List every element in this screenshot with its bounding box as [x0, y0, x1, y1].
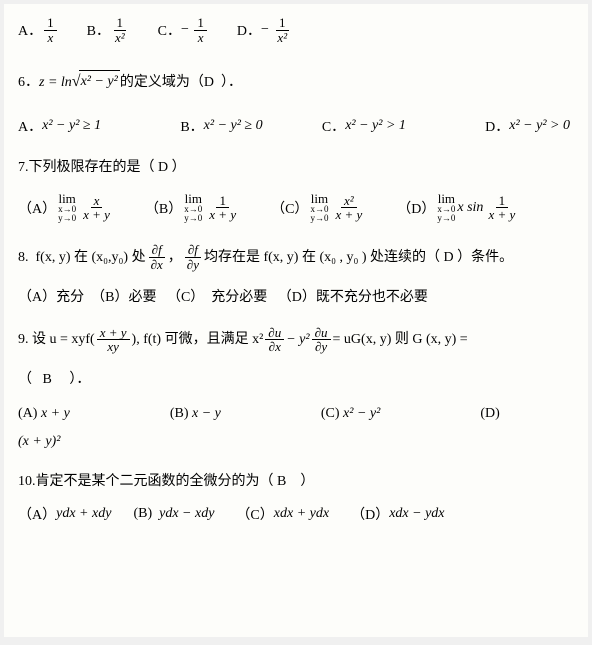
q6-suffix: 的定义域为（D ）． [120, 72, 242, 93]
q5-opt-c: C． − 1 x [158, 16, 209, 44]
q9-opt-d-expr: (x + y)² [18, 434, 574, 450]
opt-label: A． [18, 20, 42, 40]
q8: 8. f(x, y) 在 (x₀,y₀) 处 ∂f∂x ， ∂f∂y 均存在是 … [18, 243, 574, 305]
q9-opt-a: (A) x + y [18, 406, 70, 422]
q7-opt-b: （B） limx→0y→0 1x + y [145, 192, 241, 223]
q10: 10.肯定不是某个二元函数的全微分的为（ B ） （A）ydx + xdy (B… [18, 470, 574, 524]
q9-opt-b: (B) x − y [170, 406, 221, 422]
fraction: 1 x [194, 16, 207, 44]
q10-opt-c: （C）xdx + ydx [236, 504, 329, 524]
q5-opt-b: B． 1 x² [87, 16, 130, 44]
q5-options: A． 1 x B． 1 x² C． − 1 x D． − 1 x² [18, 16, 574, 44]
q9: 9. 设 u = xyf( x + yxy ), f(t) 可微，且满足 x² … [18, 326, 574, 450]
q9-opt-d: (D) [480, 406, 499, 422]
q10-opt-b: (B) ydx − xdy [133, 506, 214, 522]
opt-label: C． [158, 20, 181, 40]
q5-opt-d: D． − 1 x² [237, 16, 292, 44]
q8-options: （A）充分 （B）必要 （C） 充分必要 （D）既不充分也不必要 [18, 286, 574, 306]
q10-opt-d: （D）xdx − ydx [351, 504, 444, 524]
q9-blank: （ B ）． [18, 368, 574, 388]
q7-opt-a: （A） limx→0y→0 xx + y [18, 192, 115, 223]
fraction: 1 x [44, 16, 57, 44]
q5-opt-a: A． 1 x [18, 16, 59, 44]
q10-opt-a: （A）ydx + xdy [18, 504, 111, 524]
q6-opt-d: D． x² − y² > 0 [485, 116, 570, 136]
q9-opt-c: (C) x² − y² [321, 406, 380, 422]
q6-eq: z = ln [39, 72, 72, 93]
sqrt: √ x² − y² [72, 70, 120, 94]
fraction: 1 x² [112, 16, 128, 44]
q6-num: 6． [18, 72, 39, 93]
neg-sign: − [261, 22, 272, 38]
q7-opt-c: （C） limx→0y→0 x²x + y [271, 192, 367, 223]
q7: 7.下列极限存在的是（ D ） （A） limx→0y→0 xx + y （B）… [18, 156, 574, 223]
opt-label: D． [237, 20, 261, 40]
q10-text: 10.肯定不是某个二元函数的全微分的为（ B ） [18, 470, 574, 490]
q6-opt-a: A． x² − y² ≥ 1 [18, 116, 101, 136]
q7-text: 7.下列极限存在的是（ D ） [18, 156, 574, 176]
q7-opt-d: （D） limx→0y→0 x sin 1x + y [397, 192, 520, 223]
fraction: 1 x² [274, 16, 290, 44]
q6-opt-b: B． x² − y² ≥ 0 [180, 116, 262, 136]
q6: 6． z = ln √ x² − y² 的定义域为（D ）． A． x² − y… [18, 70, 574, 136]
neg-sign: − [181, 22, 192, 38]
q6-opt-c: C． x² − y² > 1 [322, 116, 406, 136]
opt-label: B． [87, 20, 110, 40]
